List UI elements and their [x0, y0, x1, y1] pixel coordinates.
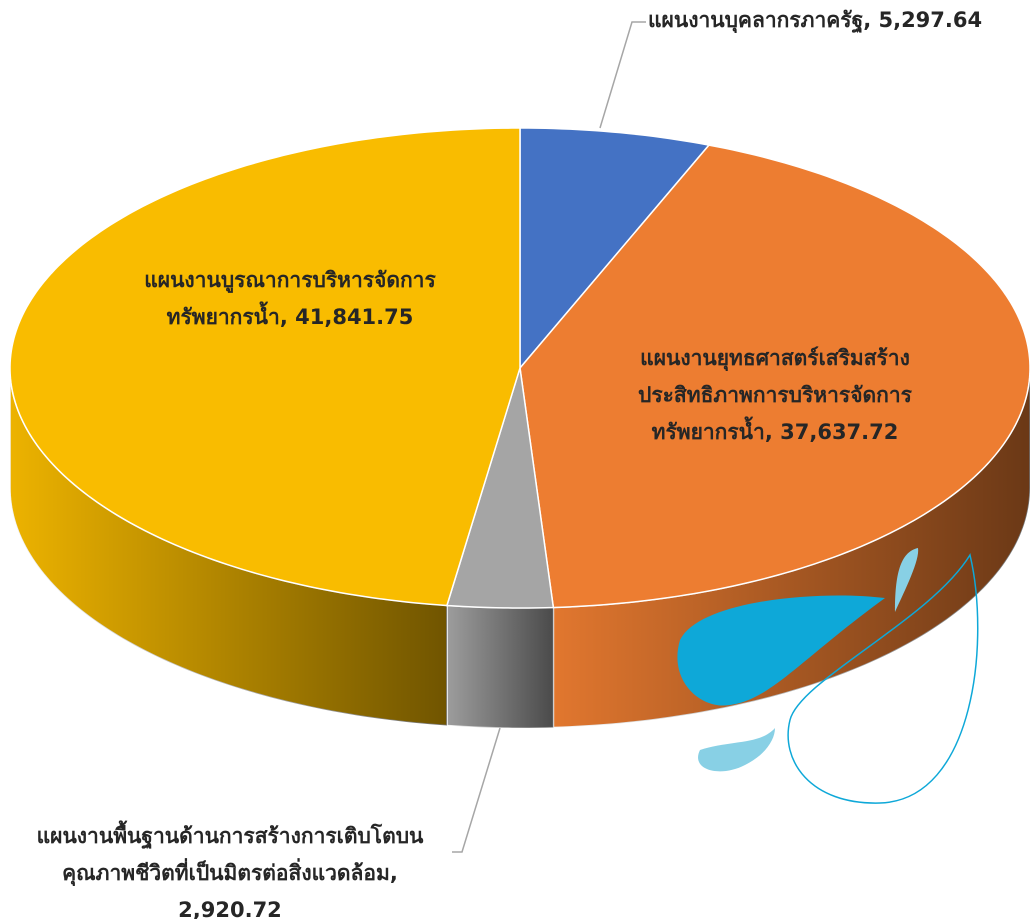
- pie-slice: [445, 367, 555, 609]
- pie-slice: [519, 127, 711, 371]
- pie-side-shade: [10, 368, 447, 726]
- data-label: แผนงานยุทธศาสตร์เสริมสร้างประสิทธิภาพการ…: [600, 340, 950, 451]
- pie-slice: [9, 127, 521, 607]
- label-name: แผนงานพื้นฐานด้านการสร้างการเติบโตบนคุณภ…: [36, 824, 424, 885]
- leader-lines: [452, 21, 646, 853]
- water-drops: [677, 548, 979, 804]
- pie-slice: [519, 144, 1031, 609]
- data-label: แผนงานพื้นฐานด้านการสร้างการเติบโตบนคุณภ…: [10, 818, 450, 919]
- data-label: แผนงานบูรณาการบริหารจัดการทรัพยากรน้ำ41,…: [105, 262, 475, 336]
- label-name: แผนงานบูรณาการบริหารจัดการทรัพยากรน้ำ: [144, 268, 436, 329]
- label-value: 5,297.64: [863, 8, 982, 32]
- data-label: แผนงานบุคลากรภาครัฐ5,297.64: [648, 2, 982, 39]
- pie-side-shade: [553, 368, 1030, 728]
- label-name: แผนงานยุทธศาสตร์เสริมสร้างประสิทธิภาพการ…: [638, 346, 912, 444]
- label-value: 37,637.72: [765, 420, 899, 444]
- label-value: 41,841.75: [280, 305, 414, 329]
- label-name: แผนงานบุคลากรภาครัฐ: [648, 8, 864, 32]
- pie-side-shade: [446, 605, 554, 728]
